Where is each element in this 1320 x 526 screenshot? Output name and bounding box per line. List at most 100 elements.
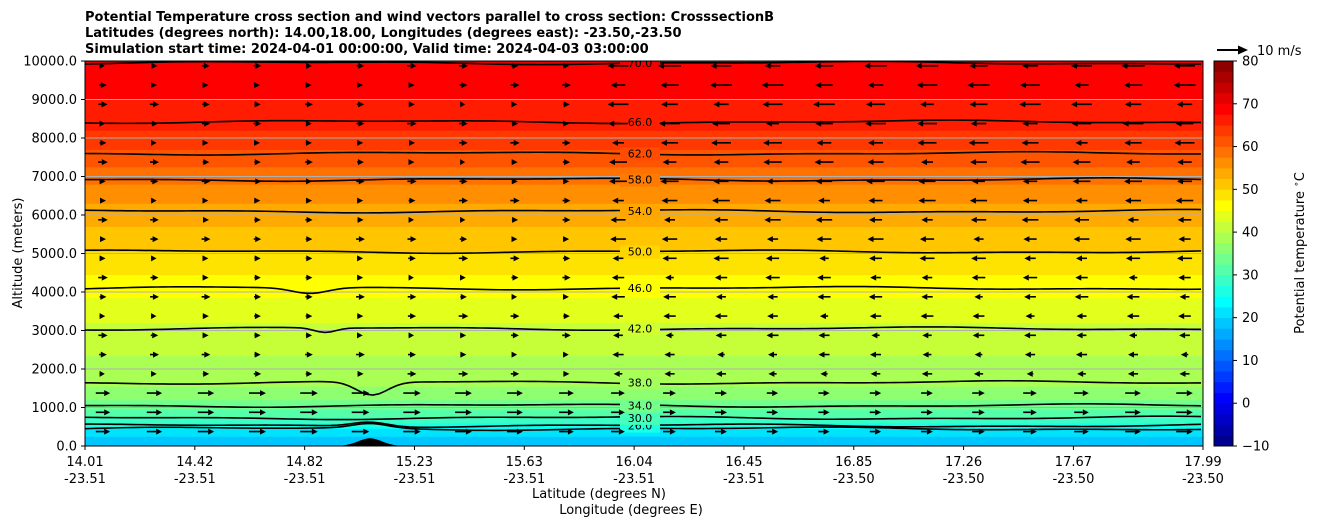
wind-vector-head bbox=[1030, 409, 1037, 416]
wind-vector bbox=[351, 428, 370, 435]
wind-vector-head bbox=[153, 159, 159, 166]
wind-vector-head bbox=[1075, 351, 1082, 358]
wind-vector-head bbox=[202, 82, 209, 89]
wind-vector bbox=[869, 313, 882, 320]
wind-vector bbox=[714, 216, 728, 223]
band bbox=[85, 303, 1203, 306]
wind-vector-head bbox=[917, 120, 924, 127]
wind-vector bbox=[458, 313, 469, 320]
wind-vector-head bbox=[151, 139, 157, 146]
wind-vector bbox=[150, 293, 159, 300]
wind-vector bbox=[202, 101, 210, 108]
wind-vector bbox=[1125, 236, 1141, 243]
band bbox=[85, 82, 1203, 85]
isentrope-label-bg bbox=[620, 399, 660, 413]
wind-vector bbox=[254, 293, 261, 300]
wind-vector-head bbox=[610, 216, 617, 223]
wind-vector-head bbox=[721, 428, 727, 435]
wind-vector bbox=[1021, 216, 1039, 223]
wind-vector-head bbox=[713, 178, 720, 185]
wind-vector bbox=[868, 139, 883, 146]
band bbox=[85, 353, 1203, 356]
wind-vector bbox=[249, 428, 266, 435]
wind-vector bbox=[559, 428, 574, 435]
band bbox=[85, 369, 1203, 372]
wind-vector bbox=[254, 159, 261, 166]
wind-vector-head bbox=[1179, 370, 1186, 377]
wind-vector bbox=[460, 101, 466, 108]
wind-vector bbox=[815, 120, 833, 127]
wind-vector-head bbox=[563, 370, 570, 377]
wind-vector bbox=[511, 101, 518, 108]
wind-vector-head bbox=[564, 216, 571, 223]
wind-vector-head bbox=[1124, 178, 1130, 185]
wind-vector bbox=[357, 370, 364, 377]
wind-vector-head bbox=[1073, 236, 1080, 243]
x-tick-label-lat: 17.99 bbox=[1184, 455, 1221, 470]
wind-vector bbox=[820, 370, 828, 377]
wind-vector bbox=[1022, 197, 1038, 204]
wind-vector-head bbox=[358, 120, 365, 127]
band bbox=[85, 372, 1203, 376]
wind-vector-head bbox=[663, 313, 670, 320]
wind-vector bbox=[869, 255, 882, 262]
wind-vector-head bbox=[512, 216, 519, 223]
band bbox=[85, 280, 1203, 283]
band bbox=[85, 318, 1203, 322]
wind-vector-head bbox=[823, 409, 830, 416]
wind-vector-head bbox=[460, 332, 467, 339]
wind-vector bbox=[1179, 332, 1190, 339]
wind-vector bbox=[305, 82, 312, 89]
x-tick-label-lon: -23.50 bbox=[1182, 472, 1224, 487]
wind-vector bbox=[710, 82, 732, 89]
wind-vector bbox=[459, 120, 468, 127]
wind-vector bbox=[1026, 370, 1034, 377]
wind-vector-head bbox=[410, 351, 416, 358]
wind-vector bbox=[1075, 139, 1088, 146]
wind-vector bbox=[1076, 332, 1087, 339]
wind-vector bbox=[1024, 293, 1036, 300]
wind-vector bbox=[511, 159, 518, 166]
wind-vector bbox=[562, 332, 571, 339]
wind-vector-head bbox=[1076, 313, 1083, 320]
x-axis-label-longitude: Longitude (degrees E) bbox=[559, 503, 703, 518]
wind-vector bbox=[511, 293, 518, 300]
isentrope-label: 38.0 bbox=[628, 376, 653, 389]
x-tick-label-lon: -23.50 bbox=[833, 472, 875, 487]
wind-vector bbox=[459, 139, 468, 146]
wind-vector bbox=[253, 370, 262, 377]
wind-vector bbox=[1176, 255, 1193, 262]
wind-vector-head bbox=[867, 82, 874, 89]
wind-vector bbox=[1023, 428, 1037, 435]
wind-vector bbox=[713, 101, 729, 108]
wind-vector-head bbox=[1175, 197, 1182, 204]
wind-vector-head bbox=[357, 370, 364, 377]
wind-vector-head bbox=[511, 351, 518, 358]
isentrope-label-bg bbox=[620, 376, 660, 390]
band bbox=[85, 442, 1203, 445]
wind-vector-head bbox=[609, 159, 615, 166]
wind-vector bbox=[660, 139, 679, 146]
wind-vector bbox=[151, 82, 157, 89]
wind-vector-head bbox=[669, 390, 676, 397]
wind-vector-head bbox=[1025, 313, 1032, 320]
wind-vector bbox=[816, 236, 832, 243]
band bbox=[85, 128, 1203, 131]
wind-vector bbox=[356, 62, 365, 69]
wind-vector-head bbox=[1123, 82, 1130, 89]
wind-vector bbox=[351, 390, 370, 397]
wind-vector bbox=[766, 120, 779, 127]
wind-vector-head bbox=[969, 62, 976, 69]
wind-vector bbox=[151, 255, 157, 262]
wind-vector-head bbox=[659, 120, 666, 127]
band bbox=[85, 438, 1203, 441]
wind-vector bbox=[253, 178, 262, 185]
wind-vector bbox=[716, 293, 726, 300]
wind-vector bbox=[968, 139, 989, 146]
wind-vector bbox=[507, 409, 523, 416]
wind-vector bbox=[612, 197, 624, 204]
wind-vector bbox=[510, 370, 520, 377]
wind-vector bbox=[95, 390, 111, 397]
wind-vector bbox=[510, 82, 520, 89]
wind-vector bbox=[254, 313, 261, 320]
